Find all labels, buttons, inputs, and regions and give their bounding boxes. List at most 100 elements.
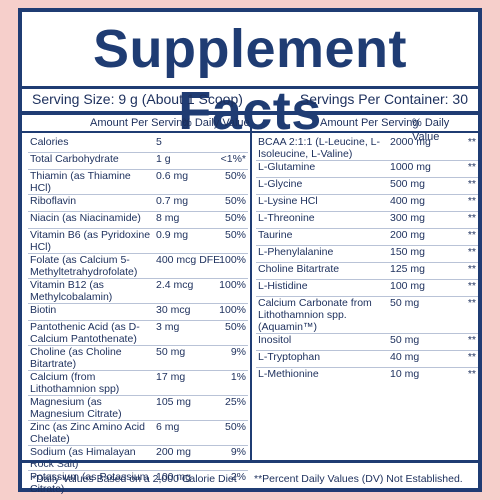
nutrient-row: Taurine 200 mg ** [256, 228, 478, 246]
nutrient-daily-value: ** [467, 368, 476, 380]
nutrient-name: L-Glutamine [256, 160, 388, 178]
nutrient-name: Niacin (as Niacinamide) [28, 211, 154, 229]
nutrient-name: Vitamin B12 (as Methylcobalamin) [28, 278, 154, 304]
nutrient-row: Biotin 30 mcg 100% [28, 303, 248, 321]
nutrient-amount: 2.4 mcg [154, 278, 216, 304]
nutrient-name: Inositol [256, 333, 388, 351]
nutrient-daily-value: ** [444, 194, 478, 212]
nutrient-name: Sodium (as Himalayan Rock Salt) [28, 445, 154, 471]
nutrient-row: L-Tryptophan 40 mg ** [256, 350, 478, 368]
nutrient-name: Biotin [28, 303, 154, 321]
nutrient-row: Choline Bitartrate 125 mg ** [256, 262, 478, 280]
title-divider [22, 86, 478, 89]
nutrient-daily-value: 50% [216, 228, 248, 254]
nutrient-daily-value: 100% [216, 253, 248, 279]
nutrient-name: Calcium (from Lithothamnion spp) [28, 370, 154, 396]
nutrient-name: BCAA 2:1:1 (L-Leucine, L-Isoleucine, L-V… [256, 136, 388, 161]
nutrient-row: L-Threonine 300 mg ** [256, 211, 478, 229]
nutrient-name: L-Histidine [256, 279, 388, 297]
nutrient-amount: 105 mg [154, 395, 216, 421]
nutrient-name: Total Carbohydrate [28, 152, 154, 170]
nutrient-name: Folate (as Calcium 5-Methyltetrahydrofol… [28, 253, 154, 279]
nutrient-daily-value: ** [444, 136, 478, 161]
column-separator [250, 124, 252, 462]
nutrient-daily-value: 50% [216, 194, 248, 212]
nutrient-daily-value: ** [444, 279, 478, 297]
nutrient-name: L-Phenylalanine [256, 245, 388, 263]
nutrient-row: Potassium (as Potassium Citrate) 100 mg 2% [28, 471, 248, 496]
nutrient-amount: 100 mg [156, 471, 192, 483]
nutrient-row: Inositol 50 mg ** [256, 333, 478, 351]
nutrient-amount: 40 mg [388, 350, 444, 368]
nutrient-row: Zinc (as Zinc Amino Acid Chelate) 6 mg 50% [28, 420, 248, 446]
nutrient-row: BCAA 2:1:1 (L-Leucine, L-Isoleucine, L-V… [256, 136, 478, 161]
nutrient-name: Calories [28, 136, 154, 153]
nutrient-row: L-Lysine HCl 400 mg ** [256, 194, 478, 212]
nutrient-name: L-Glycine [256, 177, 388, 195]
nutrient-amount: 0.9 mg [154, 228, 216, 254]
nutrient-row: Calories 5 [28, 136, 248, 153]
nutrient-amount: 10 mg [390, 368, 420, 380]
nutrient-amount: 8 mg [154, 211, 216, 229]
nutrient-amount: 500 mg [388, 177, 444, 195]
nutrient-amount: 1000 mg [388, 160, 444, 178]
left-nutrient-table: Calories 5 Total Carbohydrate 1 g <1%* Thiami… [28, 136, 248, 495]
nutrient-name: L-Methionine [258, 368, 319, 380]
footnote-daily-values: *Daily Values Based on a 2,000 Calorie D… [32, 473, 237, 485]
left-amount-header: Amount Per Serving [90, 117, 189, 129]
nutrient-name: Choline Bitartrate [256, 262, 388, 280]
nutrient-amount: 150 mg [388, 245, 444, 263]
nutrient-name: L-Tryptophan [256, 350, 388, 368]
nutrient-row: Sodium (as Himalayan Rock Salt) 200 mg 9% [28, 445, 248, 471]
nutrient-daily-value: 50% [216, 420, 248, 446]
nutrient-amount: 200 mg [388, 228, 444, 246]
nutrient-name: Magnesium (as Magnesium Citrate) [28, 395, 154, 421]
nutrient-amount: 1 g [154, 152, 216, 170]
nutrient-daily-value: 9% [216, 445, 248, 471]
nutrient-daily-value: ** [444, 177, 478, 195]
nutrient-amount: 6 mg [154, 420, 216, 446]
nutrient-name: Zinc (as Zinc Amino Acid Chelate) [28, 420, 154, 446]
nutrient-amount: 3 mg [154, 320, 216, 346]
footer-divider [22, 460, 478, 463]
nutrient-amount: 50 mg [388, 333, 444, 351]
nutrient-amount: 0.6 mg [154, 169, 216, 195]
nutrient-amount: 400 mcg DFE [154, 253, 220, 279]
nutrient-daily-value: <1%* [216, 152, 248, 170]
nutrient-daily-value: ** [444, 296, 478, 334]
nutrient-daily-value: 2% [230, 471, 246, 483]
nutrient-daily-value: ** [444, 160, 478, 178]
nutrient-row: Choline (as Choline Bitartrate) 50 mg 9% [28, 345, 248, 371]
nutrient-row: L-Glutamine 1000 mg ** [256, 160, 478, 178]
nutrient-daily-value: 100% [216, 278, 248, 304]
nutrient-daily-value: ** [444, 262, 478, 280]
nutrient-row: L-Histidine 100 mg ** [256, 279, 478, 297]
nutrient-daily-value: 25% [216, 395, 248, 421]
nutrient-amount: 5 [154, 136, 216, 153]
nutrient-name: L-Threonine [256, 211, 388, 229]
nutrient-name: Potassium (as Potassium Citrate) [30, 471, 149, 495]
nutrient-row: L-Phenylalanine 150 mg ** [256, 245, 478, 263]
supplement-facts-panel: Supplement Facts Serving Size: 9 g (Abou… [18, 8, 482, 495]
nutrient-row: Calcium (from Lithothamnion spp) 17 mg 1% [28, 370, 248, 396]
nutrient-row: Total Carbohydrate 1 g <1%* [28, 152, 248, 170]
left-dv-header: % Daily Value [182, 117, 250, 129]
nutrient-daily-value: ** [444, 350, 478, 368]
nutrient-row: Pantothenic Acid (as D-Calcium Pantothen… [28, 320, 248, 346]
nutrient-amount: 17 mg [154, 370, 216, 396]
nutrient-name: Thiamin (as Thiamine HCl) [28, 169, 154, 195]
right-nutrient-table: BCAA 2:1:1 (L-Leucine, L-Isoleucine, L-V… [256, 136, 478, 384]
nutrient-name: Choline (as Choline Bitartrate) [28, 345, 154, 371]
serving-divider [22, 111, 478, 115]
nutrient-daily-value: 50% [216, 320, 248, 346]
nutrient-row: Folate (as Calcium 5-Methyltetrahydrofol… [28, 253, 248, 279]
nutrient-row: L-Methionine 10 mg ** [256, 368, 478, 385]
nutrient-amount: 50 mg [388, 296, 444, 334]
nutrient-daily-value: ** [444, 333, 478, 351]
nutrient-row: Calcium Carbonate from Lithothamnion spp… [256, 296, 478, 334]
nutrient-daily-value [216, 136, 248, 153]
nutrient-name: Pantothenic Acid (as D-Calcium Pantothen… [28, 320, 154, 346]
nutrient-daily-value: 100% [216, 303, 248, 321]
nutrient-daily-value: 9% [216, 345, 248, 371]
nutrient-daily-value: ** [444, 245, 478, 263]
